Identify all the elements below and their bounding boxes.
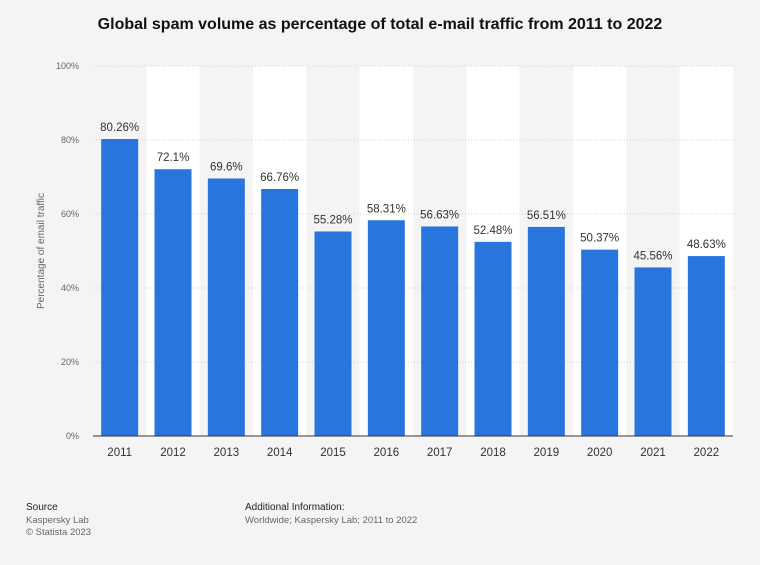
x-tick-label: 2020 — [587, 447, 613, 459]
y-tick-label: 80% — [61, 135, 79, 145]
source-block: Source Kaspersky Lab © Statista 2023 — [26, 502, 91, 539]
y-tick-label: 0% — [66, 431, 79, 441]
data-label: 55.28% — [313, 214, 352, 226]
y-tick-label: 60% — [61, 209, 79, 219]
source-line: Kaspersky Lab — [26, 515, 89, 526]
source-heading: Source — [26, 502, 58, 513]
bar — [261, 188, 299, 436]
bars — [101, 139, 725, 437]
y-tick-label: 40% — [61, 283, 79, 293]
x-tick-label: 2018 — [480, 447, 506, 459]
data-label: 56.51% — [527, 210, 566, 222]
data-label: 48.63% — [687, 239, 726, 251]
copyright-line: © Statista 2023 — [26, 527, 92, 538]
x-tick-label: 2014 — [267, 447, 293, 459]
x-tick-label: 2016 — [374, 447, 400, 459]
bar — [581, 249, 619, 436]
bar — [207, 178, 245, 437]
additional-info-heading: Additional Information: — [245, 502, 345, 513]
data-label: 45.56% — [633, 250, 672, 262]
data-label: 58.31% — [367, 203, 406, 215]
additional-info-text: Worldwide; Kaspersky Lab; 2011 to 2022 — [245, 515, 418, 526]
bar — [474, 241, 512, 436]
bar — [421, 226, 459, 436]
x-tick-label: 2011 — [107, 447, 132, 459]
x-tick-label: 2015 — [320, 447, 346, 459]
bar — [154, 169, 192, 437]
y-tick-label: 20% — [61, 357, 79, 367]
data-label: 50.37% — [580, 233, 619, 245]
additional-info-block: Additional Information: Worldwide; Kaspe… — [245, 502, 417, 527]
data-label: 69.6% — [210, 161, 243, 173]
data-label: 56.63% — [420, 209, 459, 221]
y-axis-ticks: 0% 20% 40% 60% 80% 100% — [56, 61, 79, 441]
chart-title: Global spam volume as percentage of tota… — [97, 16, 663, 33]
bar — [314, 231, 352, 436]
x-tick-label: 2019 — [534, 447, 560, 459]
x-tick-label: 2022 — [694, 447, 720, 459]
data-label: 52.48% — [473, 225, 512, 237]
bar — [527, 226, 565, 436]
x-tick-label: 2012 — [160, 447, 186, 459]
x-tick-label: 2013 — [214, 447, 240, 459]
bar — [101, 139, 139, 436]
data-label: 66.76% — [260, 172, 299, 184]
y-tick-label: 100% — [56, 61, 79, 71]
data-label: 72.1% — [157, 152, 190, 164]
value-labels: 80.26% 72.1% 69.6% 66.76% 55.28% 58.31% 56.63%… — [100, 122, 726, 262]
x-tick-label: 2017 — [427, 447, 453, 459]
bar — [634, 267, 672, 436]
bar — [367, 220, 405, 436]
data-label: 80.26% — [100, 122, 139, 134]
y-axis-label: Percentage of email traffic — [36, 193, 47, 309]
bar — [687, 256, 725, 436]
x-tick-label: 2021 — [640, 447, 666, 459]
x-axis-ticks: 2011 2012 2013 2014 2015 2016 2017 2018 2019 2020… — [107, 447, 719, 459]
